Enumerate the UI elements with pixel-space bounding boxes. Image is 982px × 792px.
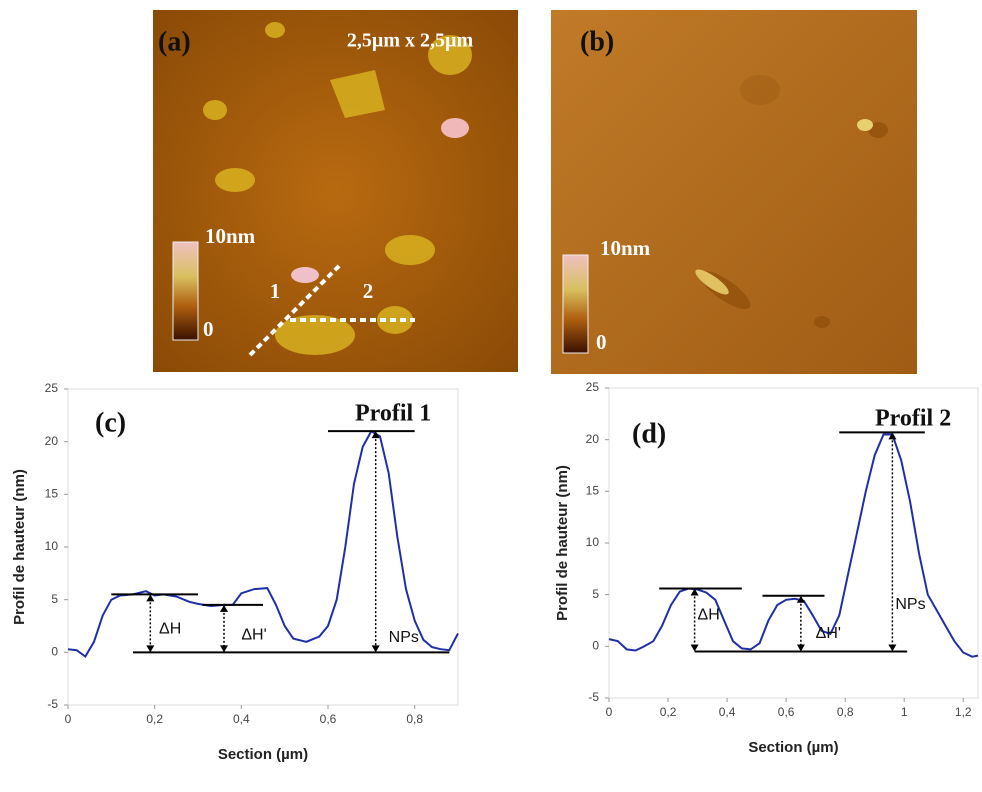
afm-image-a: (a) 2,5µm x 2,5µm 10nm 0 1 2 <box>153 10 518 372</box>
arrow-head <box>888 432 897 440</box>
y-tick-label: -5 <box>47 697 58 711</box>
arrow-head <box>371 645 380 653</box>
annotation: ΔH <box>698 607 720 624</box>
chart-title: Profil 1 <box>355 401 431 427</box>
panel-label: (a) <box>158 26 191 57</box>
profile-line <box>608 433 979 658</box>
x-tick-label: 1,2 <box>955 705 972 719</box>
y-axis-label: Profil de hauteur (nm) <box>11 469 28 625</box>
annotation: ΔH <box>159 620 181 637</box>
arrow-head <box>690 644 699 652</box>
y-tick-label: 0 <box>51 645 58 659</box>
profile-line <box>67 429 459 658</box>
x-axis-label: Section (µm) <box>218 746 308 763</box>
scale-max: 10nm <box>600 236 651 260</box>
arrow-head <box>220 645 228 653</box>
y-tick-label: 5 <box>51 592 58 606</box>
y-tick-label: 10 <box>45 539 59 553</box>
x-tick-label: 0,6 <box>320 712 337 726</box>
chart-title: Profil 2 <box>875 406 951 432</box>
arrow-head <box>371 431 380 439</box>
x-tick-label: 0,8 <box>406 712 423 726</box>
arrow-head <box>220 604 228 612</box>
afm-image-b: (b) 10nm 0 <box>551 10 917 374</box>
y-tick-label: 20 <box>45 434 59 448</box>
annotation: NPs <box>389 629 419 646</box>
scale-min: 0 <box>596 330 607 354</box>
arrow-head <box>690 588 699 596</box>
arrow-head <box>146 645 155 653</box>
y-tick-label: 25 <box>586 380 600 394</box>
x-tick-label: 1 <box>901 705 908 719</box>
x-tick-label: 0,8 <box>837 705 854 719</box>
y-tick-label: 15 <box>586 484 600 498</box>
line-label: 2 <box>363 279 374 303</box>
y-tick-label: 25 <box>45 381 59 395</box>
x-tick-label: 0,4 <box>233 712 250 726</box>
y-axis-label: Profil de hauteur (nm) <box>554 465 571 621</box>
scan-size: 2,5µm x 2,5µm <box>347 30 474 52</box>
annotation: ΔH' <box>816 625 841 642</box>
y-tick-label: 0 <box>592 639 599 653</box>
y-tick-label: 5 <box>592 587 599 601</box>
y-tick-label: 20 <box>586 432 600 446</box>
arrow-head <box>796 644 805 652</box>
panel-label: (d) <box>632 418 666 449</box>
y-tick-label: 10 <box>586 535 600 549</box>
line-label: 1 <box>270 279 281 303</box>
x-axis-label: Section (µm) <box>748 739 838 756</box>
y-tick-label: 15 <box>45 487 59 501</box>
x-tick-label: 0 <box>606 705 613 719</box>
x-tick-label: 0,6 <box>778 705 795 719</box>
arrow-head <box>888 644 897 652</box>
annotation: ΔH' <box>241 627 266 644</box>
panel-label: (c) <box>95 407 126 438</box>
annotation: NPs <box>895 596 925 613</box>
x-tick-label: 0,2 <box>660 705 677 719</box>
x-tick-label: 0 <box>65 712 72 726</box>
x-tick-label: 0,2 <box>146 712 163 726</box>
scale-min: 0 <box>203 317 214 341</box>
arrow-head <box>796 595 805 603</box>
y-tick-label: -5 <box>588 690 599 704</box>
x-tick-label: 0,4 <box>719 705 736 719</box>
panel-label: (b) <box>580 26 614 57</box>
arrow-head <box>146 594 155 602</box>
scale-max: 10nm <box>205 224 256 248</box>
